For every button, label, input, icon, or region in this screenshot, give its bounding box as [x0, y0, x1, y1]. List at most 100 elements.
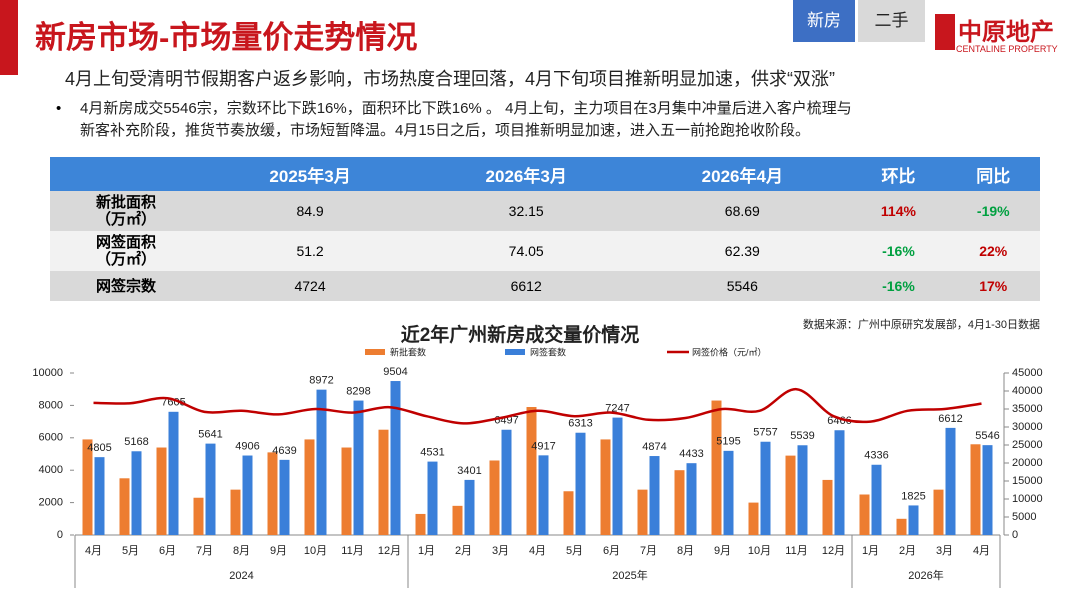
- cell: 17%: [946, 271, 1040, 301]
- data-label: 4906: [235, 440, 259, 452]
- legend-label: 新批套数: [390, 346, 426, 357]
- bullet: 4月新房成交5546宗，宗数环比下跌16%，面积环比下跌16% 。 4月上旬，主…: [80, 98, 852, 142]
- bar: [637, 489, 648, 535]
- bullet-line: 新客补充阶段，推货节奏放缓，市场短暂降温。4月15日之后，项目推新明显加速，进入…: [80, 122, 811, 139]
- x-tick-label: 4月: [85, 545, 102, 557]
- data-label: 4639: [272, 445, 296, 457]
- x-tick-label: 2月: [899, 545, 916, 557]
- bar: [390, 381, 401, 535]
- data-label: 5168: [124, 436, 148, 448]
- y2-tick-label: 25000: [1012, 439, 1043, 451]
- cell: 68.69: [634, 191, 851, 231]
- bar: [464, 479, 475, 535]
- data-label: 4531: [420, 447, 444, 459]
- bar: [304, 439, 315, 535]
- table: 2025年3月 2026年3月 2026年4月 环比 同比 新批面积 （万㎡） 84.9 32.…: [50, 157, 1040, 301]
- x-tick-label: 1月: [418, 545, 435, 557]
- cell: 32.15: [418, 191, 635, 231]
- header-cell: 2026年4月: [634, 157, 851, 191]
- x-tick-label: 9月: [714, 545, 731, 557]
- bar: [748, 502, 759, 535]
- x-tick-label: 11月: [341, 545, 363, 557]
- bar: [575, 432, 586, 535]
- cell: 62.39: [634, 231, 851, 271]
- accent-bar: [0, 0, 18, 75]
- data-label: 8298: [346, 385, 370, 397]
- cell: 4724: [202, 271, 419, 301]
- y2-tick-label: 10000: [1012, 493, 1043, 505]
- y2-tick-label: 15000: [1012, 475, 1043, 487]
- y-tick-label: 2000: [39, 497, 63, 509]
- bar: [316, 389, 327, 535]
- cell: -16%: [850, 271, 947, 301]
- bar: [341, 447, 352, 535]
- tab[interactable]: 新房: [793, 0, 855, 42]
- x-tick-label: 4月: [529, 545, 546, 557]
- header-row: 2025年3月 2026年3月 2026年4月 环比 同比: [50, 157, 1040, 191]
- bar: [686, 463, 697, 535]
- tab[interactable]: 二手: [858, 0, 925, 42]
- x-tick-label: 3月: [936, 545, 953, 557]
- row-label-line: 网签宗数: [95, 277, 156, 295]
- data-label: 5757: [753, 427, 777, 439]
- logo-english: CENTALINE PROPERTY: [956, 44, 1058, 54]
- y-tick-label: 4000: [39, 464, 63, 476]
- data-label: 6612: [938, 413, 962, 425]
- bar: [378, 429, 389, 535]
- x-tick-label: 6月: [603, 545, 620, 557]
- bar: [859, 494, 870, 535]
- bar: [168, 411, 179, 535]
- bar: [230, 489, 241, 535]
- header-cell: 环比: [850, 157, 947, 191]
- cell: 22%: [946, 231, 1040, 271]
- chart-title: 近2年广州新房成交量价情况: [401, 323, 640, 346]
- row-label-line: 新批面积: [95, 194, 156, 211]
- x-tick-label: 7月: [196, 545, 213, 557]
- x-tick-label: 1月: [862, 545, 879, 557]
- bar: [600, 439, 611, 535]
- x-tick-label: 2月: [455, 545, 472, 557]
- legend-label: 网签套数: [530, 346, 566, 357]
- bar: [674, 470, 685, 535]
- row-label-line: （万㎡）: [95, 251, 156, 268]
- bar: [205, 443, 216, 535]
- header-cell: 同比: [946, 157, 1040, 191]
- data-label: 9504: [383, 366, 407, 378]
- subtitle: 4月上旬受清明节假期客户返乡影响，市场热度合理回落，4月下旬项目推新明显加速，供…: [65, 69, 836, 89]
- header-cell: 2025年3月: [202, 157, 419, 191]
- y-tick-label: 8000: [39, 399, 63, 411]
- logo-name: 中原地产: [958, 19, 1054, 46]
- bar: [94, 457, 105, 535]
- data-label: 6466: [827, 415, 851, 427]
- cell: -19%: [946, 191, 1040, 231]
- y-tick-label: 10000: [32, 367, 63, 379]
- bar: [908, 505, 919, 535]
- data-label: 8972: [309, 375, 333, 387]
- data-label: 4336: [864, 450, 888, 462]
- bar: [156, 447, 167, 535]
- bar: [279, 459, 290, 535]
- x-tick-label: 5月: [122, 545, 139, 557]
- row-label-line: 网签面积: [95, 234, 156, 251]
- cell: 5546: [634, 271, 851, 301]
- data-label: 3401: [457, 465, 481, 477]
- bar: [612, 417, 623, 535]
- x-tick-label: 3月: [492, 545, 509, 557]
- bar: [711, 400, 722, 535]
- row: 网签面积 （万㎡） 51.2 74.05 62.39 -16% 22%: [50, 231, 1040, 271]
- data-label: 5546: [975, 430, 999, 442]
- y2-tick-label: 40000: [1012, 385, 1043, 397]
- line: [93, 387, 982, 425]
- data-label: 1825: [901, 490, 925, 502]
- row: 新批面积 （万㎡） 84.9 32.15 68.69 114% -19%: [50, 191, 1040, 231]
- data-label: 4805: [87, 442, 111, 454]
- bar: [489, 460, 500, 535]
- logo-mark: [935, 14, 955, 50]
- y2-tick-label: 5000: [1012, 511, 1036, 523]
- x-tick-label: 7月: [640, 545, 657, 557]
- group-label: 2024: [229, 570, 253, 582]
- bar: [834, 430, 845, 535]
- bar: [119, 478, 130, 535]
- x-tick-label: 12月: [822, 545, 845, 557]
